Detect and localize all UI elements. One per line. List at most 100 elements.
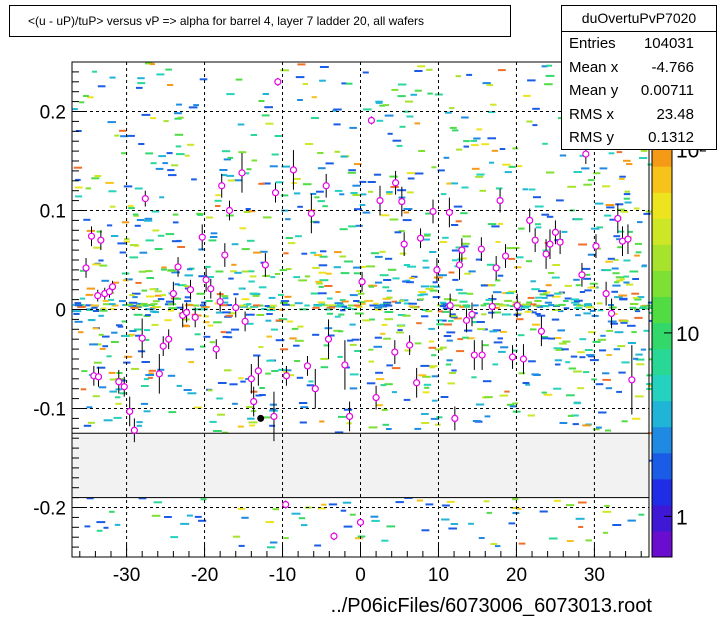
density-cell — [455, 220, 462, 223]
density-cell — [333, 123, 341, 126]
density-cell — [535, 313, 541, 315]
density-cell — [484, 396, 493, 399]
density-cell — [79, 297, 86, 300]
density-cell — [340, 155, 348, 158]
profile-point — [433, 266, 441, 274]
density-cell — [109, 510, 115, 513]
density-cell — [314, 196, 320, 199]
profile-point — [341, 361, 349, 369]
profile-point — [398, 197, 406, 206]
density-cell — [634, 254, 640, 257]
density-cell — [167, 309, 175, 312]
density-cell — [406, 191, 414, 194]
density-cell — [403, 208, 413, 210]
density-cell — [548, 304, 555, 307]
density-cell — [258, 286, 267, 289]
density-cell — [358, 292, 365, 295]
density-cell — [467, 337, 475, 340]
density-cell — [482, 344, 489, 347]
density-cell — [486, 263, 495, 266]
density-cell — [567, 185, 576, 188]
x-tick-label: -20 — [191, 565, 218, 586]
density-cell — [83, 424, 92, 427]
profile-point — [462, 316, 471, 324]
density-cell — [237, 425, 244, 428]
density-cell — [264, 305, 270, 307]
density-cell — [342, 501, 352, 504]
density-cell — [231, 263, 237, 266]
palette-segment — [652, 192, 672, 219]
density-cell — [592, 340, 601, 343]
density-cell — [325, 162, 334, 165]
y-tick-label: -0.1 — [33, 400, 66, 421]
density-cell — [522, 188, 529, 191]
density-cell — [217, 382, 227, 384]
density-cell — [441, 310, 450, 313]
density-cell — [128, 304, 137, 307]
density-cell — [425, 212, 433, 215]
density-cell — [317, 152, 324, 154]
density-cell — [479, 189, 486, 192]
profile-point — [542, 250, 550, 258]
density-cell — [619, 178, 625, 180]
density-cell — [204, 265, 211, 268]
density-cell — [129, 294, 135, 297]
density-cell — [607, 320, 617, 323]
profile-point — [607, 309, 616, 318]
density-cell — [383, 279, 392, 281]
density-cell — [559, 422, 568, 424]
density-cell — [335, 291, 341, 293]
density-cell — [174, 283, 180, 286]
density-cell — [489, 161, 495, 164]
density-cell — [471, 144, 479, 147]
density-cell — [91, 306, 98, 309]
density-cell — [417, 65, 426, 68]
density-cell — [336, 304, 345, 307]
density-cell — [108, 371, 116, 374]
profile-point — [445, 208, 453, 217]
density-cell — [529, 188, 536, 191]
density-cell — [414, 70, 423, 72]
density-cell — [443, 335, 452, 337]
density-cell — [137, 77, 145, 80]
density-cell — [108, 303, 116, 306]
x-tick-label: 0 — [355, 565, 366, 586]
density-cell — [533, 304, 541, 307]
density-cell — [352, 184, 361, 187]
density-cell — [499, 394, 509, 397]
density-cell — [165, 300, 175, 303]
density-cell — [126, 134, 135, 137]
density-cell — [272, 508, 279, 511]
density-cell — [440, 396, 449, 398]
density-cell — [221, 431, 229, 434]
density-cell — [262, 274, 271, 277]
density-cell — [590, 227, 600, 230]
profile-point — [155, 370, 163, 378]
density-cell — [635, 358, 645, 361]
density-cell — [347, 171, 356, 174]
density-cell — [167, 84, 174, 86]
density-cell — [163, 120, 169, 123]
density-cell — [334, 431, 344, 434]
density-cell — [424, 234, 431, 237]
density-cell — [302, 183, 312, 186]
density-cell — [621, 420, 628, 423]
density-cell — [429, 285, 436, 288]
density-cell — [634, 316, 643, 319]
density-cell — [398, 325, 404, 328]
density-cell — [508, 257, 516, 260]
density-cell — [119, 251, 127, 254]
density-cell — [140, 402, 149, 405]
density-cell — [349, 294, 358, 297]
density-cell — [340, 272, 350, 275]
profile-point — [429, 207, 437, 216]
density-cell — [357, 301, 366, 304]
profile-point — [94, 373, 103, 381]
density-cell — [446, 182, 452, 185]
density-cell — [632, 278, 639, 280]
density-cell — [143, 378, 149, 381]
density-cell — [561, 230, 568, 233]
density-cell — [97, 85, 106, 88]
density-cell — [312, 306, 320, 309]
density-cell — [347, 304, 356, 307]
